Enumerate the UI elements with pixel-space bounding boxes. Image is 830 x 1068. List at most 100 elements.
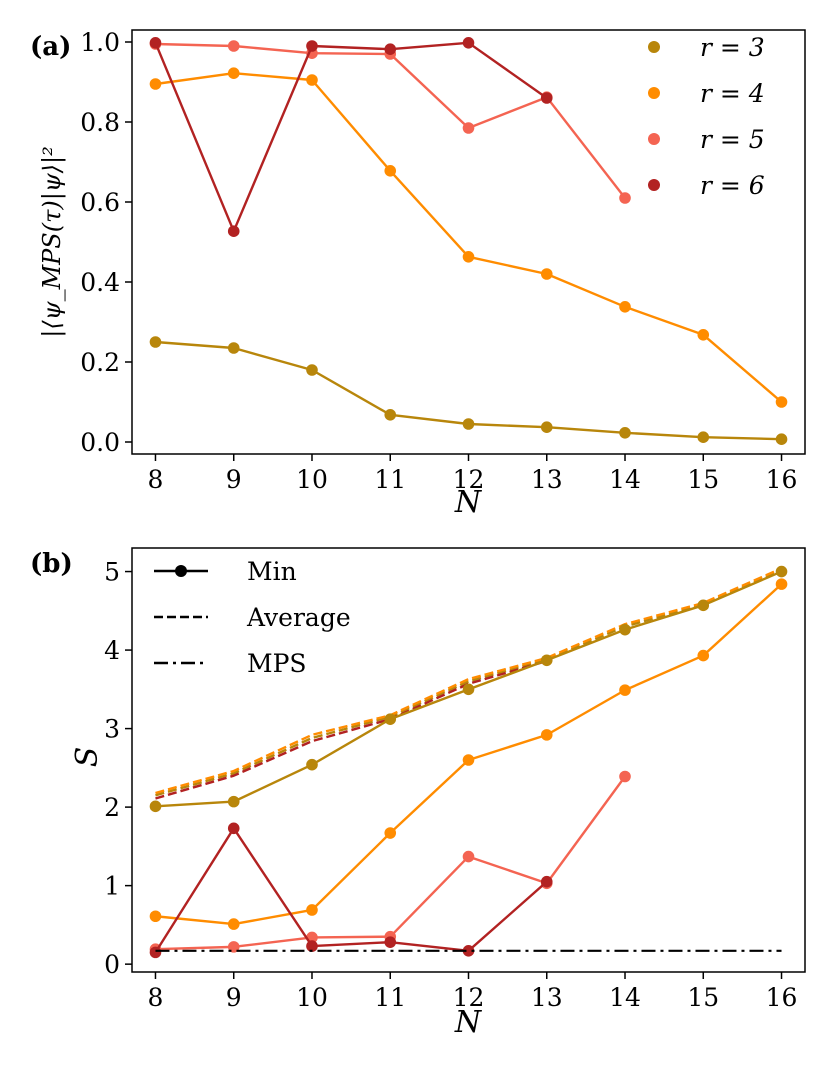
panel-a-label: (a) <box>30 32 71 62</box>
series-line-r-6-min <box>154 827 548 954</box>
panel-b-xtick-label: 12 <box>453 983 485 1012</box>
point-r-3-n15 <box>697 431 710 444</box>
panel-a-xlabel: N <box>454 485 483 520</box>
point-r-6-n8 <box>149 37 162 49</box>
legend-marker-r-6 <box>648 179 660 191</box>
point-r-6-n10 <box>306 40 318 52</box>
panel-a-legend: r = 3 r = 4 r = 5 r = 6 <box>648 33 765 200</box>
legend-marker-r-5 <box>648 133 660 145</box>
point-r-3-min-n16 <box>775 565 788 578</box>
point-r-3-min-n9 <box>227 795 240 808</box>
point-r-3-min-n8 <box>149 800 162 813</box>
legend-label-r-5: r = 5 <box>700 125 765 154</box>
panel-a-ytick-label: 0.8 <box>80 108 120 137</box>
point-r-6-n11 <box>384 43 397 55</box>
panel-a-xtick-label: 10 <box>296 465 328 494</box>
point-r-4-n8 <box>149 78 162 90</box>
point-r-3-n11 <box>384 409 397 421</box>
panel-b-xtick-label: 11 <box>374 983 406 1012</box>
panel-a-xtick-label: 11 <box>374 465 406 494</box>
point-r-5-n14 <box>619 192 631 204</box>
panel-b-xlabel: N <box>454 1005 483 1040</box>
point-r-4-n9 <box>227 67 240 79</box>
panel-b-ytick-label: 1 <box>104 872 120 901</box>
point-r-4-n11 <box>384 165 397 177</box>
panel-b-label: (b) <box>30 549 73 579</box>
point-r-4-n10 <box>306 74 318 86</box>
point-r-3-min-n13 <box>540 654 553 667</box>
point-r-3-n16 <box>775 433 788 446</box>
point-r-4-min-n8 <box>149 910 162 923</box>
panel-b-legend: Min Average MPS <box>154 557 351 678</box>
panel-b-xtick-label: 14 <box>609 983 641 1012</box>
point-r-4-min-n13 <box>540 729 553 741</box>
legend-label-min: Min <box>247 557 297 586</box>
panel-a-xtick-label: 13 <box>531 465 563 494</box>
point-r-3-n10 <box>306 364 318 376</box>
point-r-3-min-n14 <box>619 623 631 636</box>
point-r-4-n14 <box>619 301 631 313</box>
point-r-5-n9 <box>227 40 240 52</box>
panel-a-ytick-label: 0.0 <box>80 428 120 457</box>
point-r-6-min-n9 <box>227 822 240 835</box>
panel-a-series <box>149 37 788 446</box>
point-r-6-min-n10 <box>306 940 318 952</box>
point-r-3-min-n15 <box>697 599 710 612</box>
panel-a-frame <box>131 29 806 455</box>
panel-a-xtick-label: 16 <box>766 465 798 494</box>
panel-b-ytick-label: 2 <box>104 793 120 822</box>
panel-b-ylabel: S <box>70 747 105 768</box>
legend-marker-r-3 <box>648 41 660 53</box>
legend-label-r-3: r = 3 <box>700 33 765 62</box>
panel-a-ytick-label: 0.4 <box>80 268 120 297</box>
series-line-r-4-average <box>155 567 783 795</box>
point-r-4-n13 <box>540 268 553 280</box>
panel-b-ytick-label: 0 <box>104 950 120 979</box>
series-line-r-6 <box>154 41 548 233</box>
point-r-4-min-n9 <box>227 918 240 930</box>
point-r-6-min-n8 <box>149 946 162 959</box>
panel-b-xtick-label: 13 <box>531 983 563 1012</box>
point-r-6-min-n12 <box>462 945 475 957</box>
panel-b-xtick-label: 15 <box>687 983 719 1012</box>
series-line-r-6-average <box>155 659 548 800</box>
panel-a-ylabel: |⟨ψ_MPS(τ)|ψ⟩|² <box>38 146 67 337</box>
panel-a-ticks: 8 9 10 11 12 13 14 15 16 0.0 0.2 0.4 0.6 0.8 1.0 <box>80 28 797 494</box>
point-r-6-min-n13 <box>540 875 553 888</box>
panel-b-ytick-label: 5 <box>104 558 120 587</box>
panel-b-xtick-label: 8 <box>148 983 164 1012</box>
series-line-r-3-average <box>155 568 783 797</box>
point-r-3-n13 <box>540 421 553 434</box>
panel-b-frame <box>131 547 806 973</box>
point-r-4-min-n10 <box>306 904 318 916</box>
point-r-4-n12 <box>462 250 475 263</box>
panel-b-series <box>149 565 788 959</box>
panel-a-ytick-label: 1.0 <box>80 28 120 57</box>
point-r-4-min-n15 <box>697 649 710 662</box>
legend-label-r-4: r = 4 <box>700 79 765 108</box>
point-r-5-min-n12 <box>462 850 475 863</box>
point-r-4-min-n11 <box>384 827 397 839</box>
panel-a-ytick-label: 0.6 <box>80 188 120 217</box>
panel-a: (a) 8 9 10 11 12 13 14 15 16 0.0 0.2 0.4 0.6 0.8 1.0 N… <box>30 28 806 520</box>
panel-b-xtick-label: 10 <box>296 983 328 1012</box>
point-r-3-n8 <box>149 336 162 348</box>
panel-b-ytick-label: 4 <box>104 636 120 665</box>
point-r-6-min-n11 <box>384 936 397 948</box>
point-r-6-n9 <box>227 225 240 237</box>
point-r-4-n15 <box>697 329 710 341</box>
point-r-4-min-n14 <box>619 684 631 696</box>
point-r-5-min-n14 <box>619 770 631 783</box>
legend-label-average: Average <box>246 603 351 632</box>
panel-a-xtick-label: 9 <box>226 465 242 494</box>
panel-b-xtick-label: 16 <box>766 983 798 1012</box>
panel-b-ytick-label: 3 <box>104 715 120 744</box>
panel-a-ytick-label: 0.2 <box>80 348 120 377</box>
point-r-3-min-n11 <box>384 713 397 725</box>
panel-a-xtick-label: 14 <box>609 465 641 494</box>
panel-a-xtick-label: 12 <box>453 465 485 494</box>
point-r-3-n9 <box>227 342 240 354</box>
